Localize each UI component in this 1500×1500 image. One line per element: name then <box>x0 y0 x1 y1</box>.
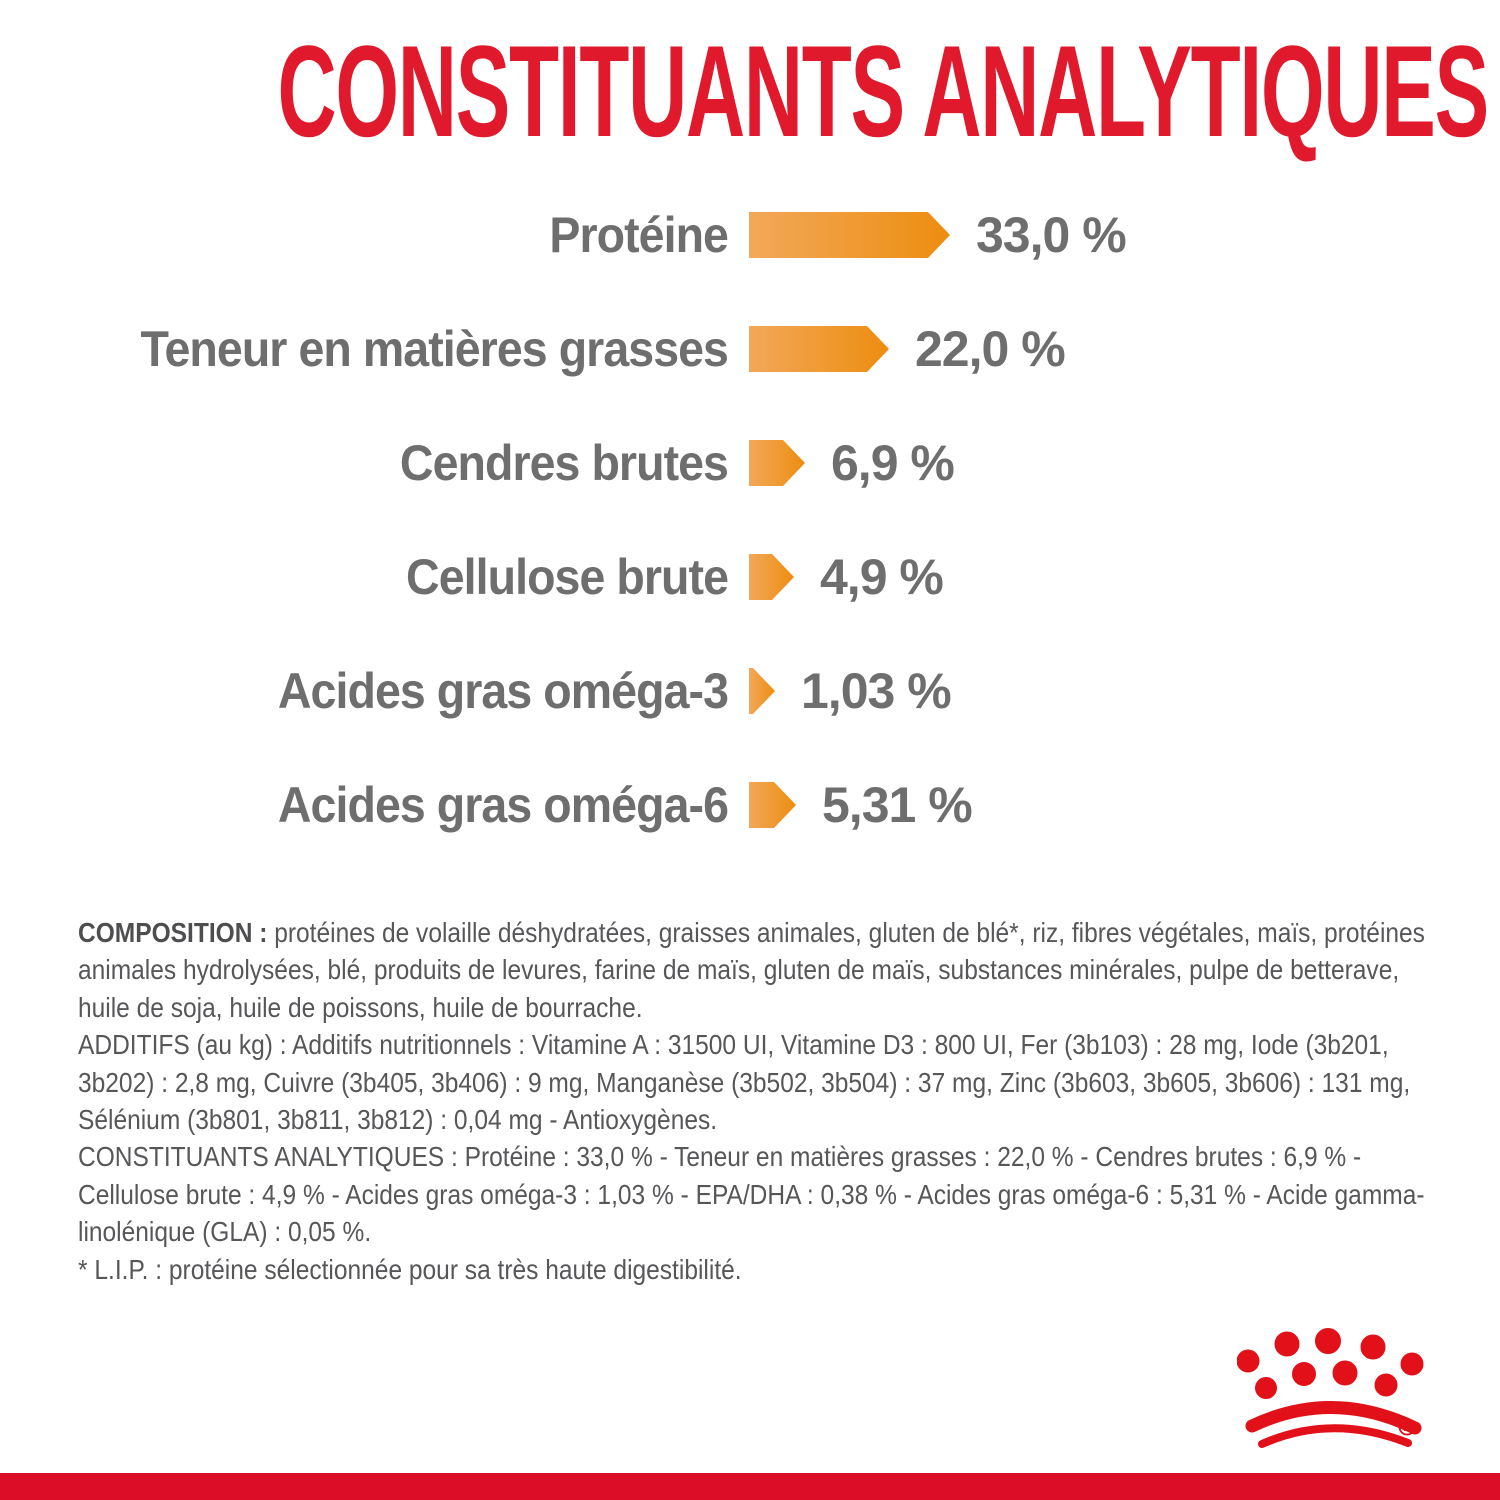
nutrient-bar <box>749 668 775 714</box>
composition-text: protéines de volaille déshydratées, grai… <box>78 917 1425 1023</box>
lip-footnote: * L.I.P. : protéine sélectionnée pour sa… <box>78 1253 742 1285</box>
nutrient-bar <box>749 326 889 372</box>
footer-red-bar <box>0 1473 1500 1500</box>
nutrient-bar <box>749 440 805 486</box>
nutrient-row: Protéine 33,0 % <box>0 207 1500 263</box>
nutrient-bar <box>749 782 796 828</box>
nutrient-label: Protéine <box>549 207 729 263</box>
royal-canin-crown-logo: R <box>1237 1328 1424 1448</box>
analytical-constituents-chart: Protéine 33,0 % Teneur en matières grasses… <box>0 207 1500 896</box>
nutrient-label: Cellulose brute <box>406 549 729 605</box>
nutrient-label: Acides gras oméga-6 <box>277 777 729 833</box>
nutrient-row: Acides gras oméga-3 1,03 % <box>0 663 1500 719</box>
nutrient-label: Cendres brutes <box>399 435 729 491</box>
nutrient-value: 1,03 % <box>801 663 952 719</box>
nutrient-row: Acides gras oméga-6 5,31 % <box>0 777 1500 833</box>
svg-text:R: R <box>1403 1422 1411 1434</box>
nutrient-value: 22,0 % <box>915 321 1066 377</box>
composition-heading: COMPOSITION : <box>78 917 268 948</box>
nutrient-bar <box>749 212 950 258</box>
nutrient-value: 33,0 % <box>976 207 1127 263</box>
analytical-constituents-paragraph: CONSTITUANTS ANALYTIQUES : Protéine : 33… <box>78 1141 1425 1248</box>
nutrient-value: 5,31 % <box>822 777 973 833</box>
nutrient-label: Teneur en matières grasses <box>140 321 728 377</box>
composition-paragraph: COMPOSITION : protéines de volaille désh… <box>78 914 1427 1026</box>
legal-text-block: COMPOSITION : protéines de volaille désh… <box>78 914 1427 1288</box>
nutrient-value: 4,9 % <box>820 549 944 605</box>
nutrient-value: 6,9 % <box>831 435 955 491</box>
nutrient-bar <box>749 554 794 600</box>
page-title: CONSTITUANTS ANALYTIQUES <box>277 18 1490 164</box>
additives-paragraph: ADDITIFS (au kg) : Additifs nutritionnel… <box>78 1029 1411 1136</box>
nutrient-label: Acides gras oméga-3 <box>277 663 729 719</box>
nutrient-row: Teneur en matières grasses 22,0 % <box>0 321 1500 377</box>
nutrient-row: Cendres brutes 6,9 % <box>0 435 1500 491</box>
nutrient-row: Cellulose brute 4,9 % <box>0 549 1500 605</box>
